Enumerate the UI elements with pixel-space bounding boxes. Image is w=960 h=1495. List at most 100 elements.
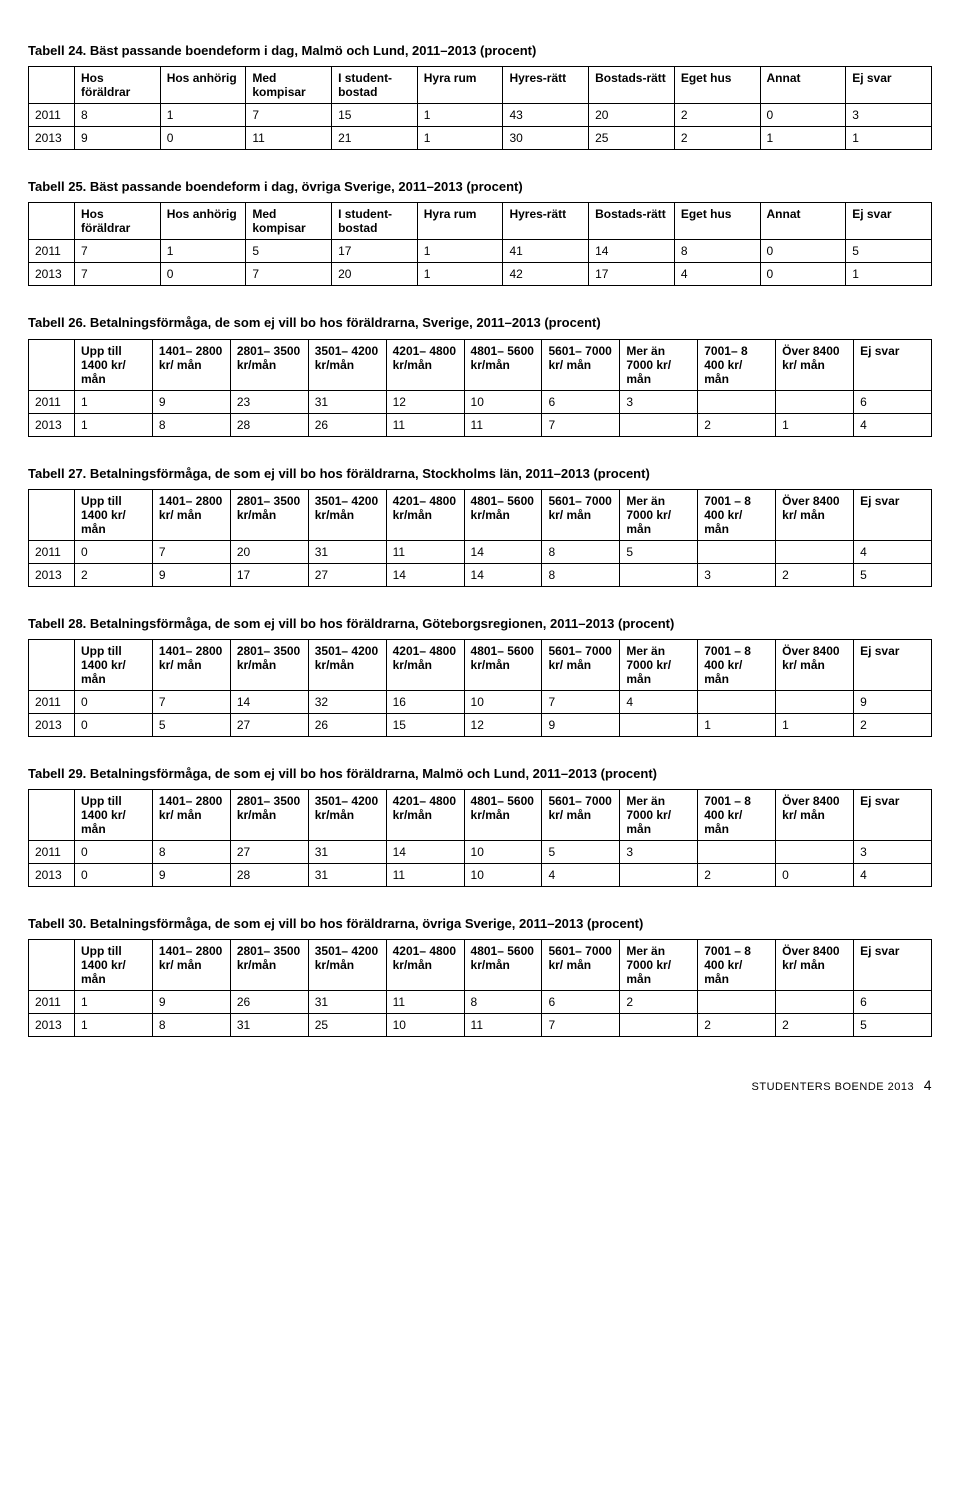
table-cell: 7 xyxy=(75,240,161,263)
table-cell: 9 xyxy=(854,690,932,713)
table-row: 201318282611117214 xyxy=(29,413,932,436)
table-cell xyxy=(620,1014,698,1037)
table-cell: 28 xyxy=(230,864,308,887)
page-number: 4 xyxy=(924,1077,932,1093)
table-cell: 0 xyxy=(776,864,854,887)
table-cell: 27 xyxy=(308,563,386,586)
table-cell: 7 xyxy=(542,1014,620,1037)
table-cell: 1 xyxy=(760,127,846,150)
table-cell: 2013 xyxy=(29,413,75,436)
table-cell xyxy=(620,713,698,736)
column-header: Ej svar xyxy=(846,67,932,104)
table-cell: 2011 xyxy=(29,690,75,713)
column-header xyxy=(29,639,75,690)
table-title: Tabell 28. Betalningsförmåga, de som ej … xyxy=(28,615,932,633)
table-cell: 5 xyxy=(854,1014,932,1037)
table-cell: 27 xyxy=(230,841,308,864)
table-cell: 11 xyxy=(464,413,542,436)
table-cell: 14 xyxy=(464,563,542,586)
table-cell: 2011 xyxy=(29,841,75,864)
column-header: 3501– 4200 kr/mån xyxy=(308,790,386,841)
column-header: Mer än 7000 kr/ mån xyxy=(620,639,698,690)
table-cell: 3 xyxy=(620,390,698,413)
table-cell: 2013 xyxy=(29,563,75,586)
table-cell: 14 xyxy=(386,563,464,586)
column-header xyxy=(29,339,75,390)
table-cell: 25 xyxy=(589,127,675,150)
table-cell xyxy=(776,690,854,713)
table-cell xyxy=(776,540,854,563)
table-row: 20110714321610749 xyxy=(29,690,932,713)
column-header: Bostads-rätt xyxy=(589,67,675,104)
table-cell: 1 xyxy=(846,127,932,150)
table-cell: 8 xyxy=(152,413,230,436)
table-cell: 3 xyxy=(846,104,932,127)
column-header: 4801– 5600 kr/mån xyxy=(464,940,542,991)
table-cell: 31 xyxy=(308,991,386,1014)
table-cell: 8 xyxy=(464,991,542,1014)
column-header: Hyra rum xyxy=(417,203,503,240)
column-header: Över 8400 kr/ mån xyxy=(776,489,854,540)
column-header: 1401– 2800 kr/ mån xyxy=(152,339,230,390)
column-header: Mer än 7000 kr/ mån xyxy=(620,790,698,841)
table-cell: 28 xyxy=(230,413,308,436)
column-header: I student-bostad xyxy=(332,203,418,240)
data-table: Upp till 1400 kr/ mån1401– 2800 kr/ mån2… xyxy=(28,789,932,887)
table-row: 201309283111104204 xyxy=(29,864,932,887)
column-header: Ej svar xyxy=(854,339,932,390)
table-cell: 4 xyxy=(542,864,620,887)
table-cell: 6 xyxy=(542,390,620,413)
table-cell: 2 xyxy=(854,713,932,736)
table-cell: 5 xyxy=(854,563,932,586)
column-header xyxy=(29,67,75,104)
page-footer: STUDENTERS BOENDE 2013 4 xyxy=(28,1077,932,1093)
table-cell: 42 xyxy=(503,263,589,286)
table-cell: 2013 xyxy=(29,713,75,736)
table-cell: 27 xyxy=(230,713,308,736)
column-header: 2801– 3500 kr/mån xyxy=(230,790,308,841)
column-header: 1401– 2800 kr/ mån xyxy=(152,639,230,690)
table-row: 20110827311410533 xyxy=(29,841,932,864)
table-cell: 0 xyxy=(760,240,846,263)
column-header: Upp till 1400 kr/ mån xyxy=(75,339,153,390)
column-header: 4801– 5600 kr/mån xyxy=(464,639,542,690)
table-cell: 12 xyxy=(386,390,464,413)
table-cell: 0 xyxy=(160,263,246,286)
table-cell: 11 xyxy=(386,864,464,887)
table-cell: 1 xyxy=(160,240,246,263)
data-table: Upp till 1400 kr/ mån1401– 2800 kr/ mån2… xyxy=(28,489,932,587)
table-title: Tabell 30. Betalningsförmåga, de som ej … xyxy=(28,915,932,933)
table-cell: 3 xyxy=(698,563,776,586)
table-cell: 2 xyxy=(776,1014,854,1037)
table-cell: 25 xyxy=(308,1014,386,1037)
table-cell: 9 xyxy=(152,991,230,1014)
column-header: 4801– 5600 kr/mån xyxy=(464,489,542,540)
table-cell: 11 xyxy=(386,991,464,1014)
column-header: 2801– 3500 kr/mån xyxy=(230,339,308,390)
table-cell: 3 xyxy=(620,841,698,864)
table-cell: 0 xyxy=(75,713,153,736)
column-header: Hyra rum xyxy=(417,67,503,104)
column-header: Annat xyxy=(760,67,846,104)
column-header: 4201– 4800 kr/mån xyxy=(386,940,464,991)
table-cell: 8 xyxy=(75,104,161,127)
table-cell: 4 xyxy=(620,690,698,713)
table-row: 20118171514320203 xyxy=(29,104,932,127)
table-cell: 1 xyxy=(160,104,246,127)
table-cell: 14 xyxy=(230,690,308,713)
column-header: Hos anhörig xyxy=(160,203,246,240)
table-title: Tabell 27. Betalningsförmåga, de som ej … xyxy=(28,465,932,483)
table-cell: 10 xyxy=(386,1014,464,1037)
column-header: Upp till 1400 kr/ mån xyxy=(75,940,153,991)
table-cell: 2 xyxy=(698,1014,776,1037)
column-header: Upp till 1400 kr/ mån xyxy=(75,790,153,841)
table-cell: 10 xyxy=(464,390,542,413)
table-cell: 21 xyxy=(332,127,418,150)
table-cell: 2013 xyxy=(29,263,75,286)
table-cell: 2011 xyxy=(29,540,75,563)
column-header: 5601– 7000 kr/ mån xyxy=(542,639,620,690)
table-cell: 9 xyxy=(152,864,230,887)
footer-text: STUDENTERS BOENDE 2013 xyxy=(752,1081,915,1093)
table-cell: 8 xyxy=(152,1014,230,1037)
column-header: Upp till 1400 kr/ mån xyxy=(75,489,153,540)
